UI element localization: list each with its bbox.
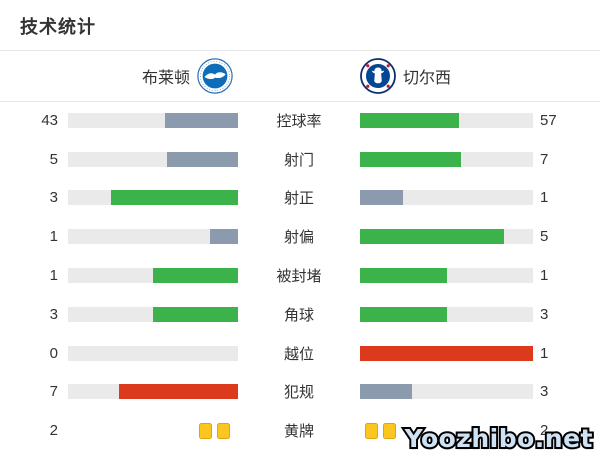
home-bar-fill: [209, 229, 238, 245]
stat-label: 犯规: [283, 384, 314, 402]
away-value: 2: [540, 422, 549, 440]
away-bar-fill: [360, 151, 461, 167]
header-divider: [0, 50, 600, 51]
away-bar-fill: [360, 229, 505, 245]
home-value: 1: [49, 267, 58, 285]
yellow-card-icon: [365, 422, 378, 439]
home-value: 7: [49, 383, 58, 401]
yellow-cards-group: [360, 422, 396, 439]
yellow-card-icon: [383, 422, 396, 439]
home-bar-track: [68, 306, 238, 322]
home-bar-fill: [110, 190, 238, 206]
away-bar-fill: [360, 112, 459, 128]
home-value: 2: [49, 422, 58, 440]
page-title: 技术统计: [20, 17, 96, 37]
away-bar-track: [360, 190, 533, 206]
away-bar-fill: [360, 384, 412, 400]
yellow-cards-group: [199, 422, 238, 439]
stat-label: 射正: [283, 190, 314, 208]
home-bar-track: [68, 190, 238, 206]
stat-row: 7 犯规 3: [0, 373, 600, 412]
home-bar-track: [68, 229, 238, 245]
stat-label: 控球率: [276, 112, 322, 130]
stat-row: 0 越位 1: [0, 334, 600, 373]
stat-row: 2 黄牌 2: [0, 411, 600, 450]
home-value: 3: [49, 189, 58, 207]
away-team: 切尔西: [360, 50, 451, 101]
home-bar-fill: [153, 306, 238, 322]
away-bar-track: [360, 151, 533, 167]
home-value: 43: [41, 111, 58, 129]
stat-label: 射门: [283, 151, 314, 169]
away-bar-track: [360, 112, 533, 128]
stat-row: 3 角球 3: [0, 295, 600, 334]
stat-row: 1 被封堵 1: [0, 256, 600, 295]
team-header: 布莱顿 切尔西: [0, 50, 600, 101]
away-bar-track: [360, 229, 533, 245]
stat-row: 5 射门 7: [0, 140, 600, 179]
stat-label: 黄牌: [283, 423, 314, 441]
home-value: 3: [49, 305, 58, 323]
teams-divider: [0, 101, 600, 102]
stat-label: 越位: [283, 345, 314, 363]
stat-row: 3 射正 1: [0, 179, 600, 218]
brighton-crest-icon: [197, 57, 233, 94]
chelsea-crest-icon: [360, 57, 396, 94]
away-bar-track: [360, 268, 533, 284]
home-bar-fill: [153, 268, 238, 284]
away-bar-fill: [360, 306, 447, 322]
away-bar-track: [360, 384, 533, 400]
stats-table: 43 控球率 57 5 射门 7 3: [0, 101, 600, 450]
watermark: Yoozhibo.net: [403, 422, 595, 455]
home-bar-track: [68, 384, 238, 400]
away-value: 5: [540, 228, 549, 246]
home-bar-track: [68, 268, 238, 284]
home-bar-fill: [167, 151, 238, 167]
away-value: 3: [540, 305, 549, 323]
home-bar-fill: [164, 112, 238, 128]
away-value: 7: [540, 150, 549, 168]
away-value: 1: [540, 344, 549, 362]
stat-label: 角球: [283, 306, 314, 324]
away-value: 1: [540, 189, 549, 207]
yellow-card-icon: [217, 422, 230, 439]
stat-row: 43 控球率 57: [0, 101, 600, 140]
home-bar-track: [68, 345, 238, 361]
home-team-name: 布莱顿: [141, 69, 190, 87]
yellow-card-icon: [199, 422, 212, 439]
away-bar-fill: [360, 345, 533, 361]
away-value: 3: [540, 383, 549, 401]
away-bar-track: [360, 306, 533, 322]
home-bar-fill: [119, 384, 238, 400]
home-value: 1: [49, 228, 58, 246]
away-bar-fill: [360, 190, 404, 206]
stat-row: 1 射偏 5: [0, 217, 600, 256]
away-value: 57: [540, 111, 557, 129]
stat-label: 被封堵: [276, 268, 322, 286]
home-value: 5: [49, 150, 58, 168]
home-value: 0: [49, 344, 58, 362]
away-team-name: 切尔西: [403, 69, 452, 87]
home-bar-track: [68, 112, 238, 128]
stat-label: 射偏: [283, 229, 314, 247]
home-team: 布莱顿: [142, 50, 233, 101]
home-bar-track: [68, 151, 238, 167]
away-bar-fill: [360, 268, 447, 284]
away-bar-track: [360, 345, 533, 361]
away-value: 1: [540, 267, 549, 285]
